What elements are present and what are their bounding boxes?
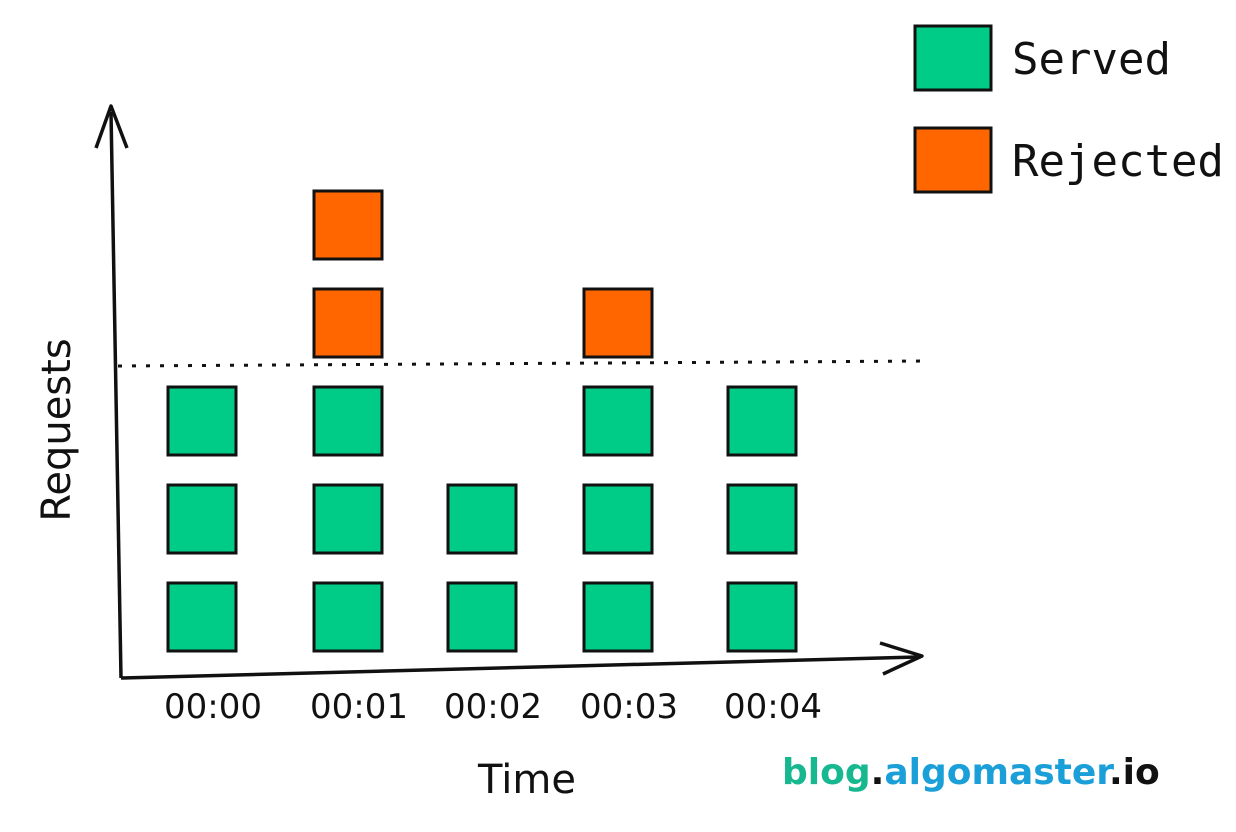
watermark-part-io: .io	[1108, 752, 1160, 793]
x-tick-label: 00:03	[580, 687, 678, 727]
y-axis-arrowhead	[94, 104, 129, 149]
served-request-block	[582, 581, 654, 653]
y-axis-title: Requests	[34, 338, 80, 521]
axes	[94, 104, 924, 680]
x-tick-label: 00:04	[724, 687, 822, 727]
served-request-block	[166, 581, 238, 653]
x-tick-label: 00:01	[310, 687, 408, 727]
legend-label-served: Served	[1012, 34, 1171, 85]
legend-label-rejected: Rejected	[1012, 136, 1224, 187]
watermark-part-algomaster: algomaster	[884, 752, 1109, 793]
x-axis-title: Time	[477, 757, 576, 803]
legend: Served Rejected	[913, 24, 1224, 194]
served-request-block	[446, 483, 518, 555]
watermark-logo: blog.algomaster.io	[782, 752, 1160, 793]
served-request-block	[582, 483, 654, 555]
served-request-block	[312, 581, 384, 653]
request-blocks	[166, 189, 798, 653]
served-request-block	[166, 483, 238, 555]
legend-swatch-served	[913, 24, 993, 92]
x-tick-label: 00:00	[164, 687, 262, 727]
rejected-request-block	[312, 189, 384, 261]
x-tick-labels: 00:00 00:01 00:02 00:03 00:04	[164, 687, 822, 727]
served-request-block	[726, 581, 798, 653]
served-request-block	[726, 385, 798, 457]
served-request-block	[446, 581, 518, 653]
served-request-block	[582, 385, 654, 457]
y-axis-line	[109, 111, 123, 679]
rejected-request-block	[582, 287, 654, 359]
served-request-block	[166, 385, 238, 457]
x-axis-line	[120, 655, 919, 680]
x-tick-label: 00:02	[444, 687, 542, 727]
legend-swatch-rejected	[913, 126, 993, 194]
watermark-part-blog: blog	[782, 752, 871, 793]
x-axis-arrowhead	[879, 641, 924, 676]
rejected-request-block	[312, 287, 384, 359]
served-request-block	[312, 483, 384, 555]
rate-limit-line	[117, 359, 931, 368]
served-request-block	[312, 385, 384, 457]
served-request-block	[726, 483, 798, 555]
watermark-part-dot: .	[870, 752, 885, 793]
